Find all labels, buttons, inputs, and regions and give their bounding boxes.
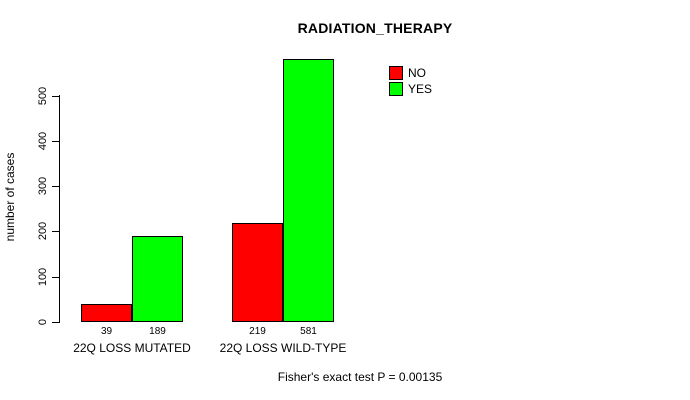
y-axis-tick-label: 0 [37,318,49,326]
legend-item: YES [389,81,432,97]
bar-no-group1 [81,304,132,322]
legend: NO YES [389,65,432,97]
y-axis-tick-label: 400 [37,131,49,151]
y-axis-tick [52,141,59,142]
y-axis-tick-label: 300 [37,176,49,196]
legend-label: YES [408,82,433,96]
y-axis-tick [52,277,59,278]
y-axis-tick [52,96,59,97]
y-axis-tick-label: 500 [37,86,49,106]
annotation-text: Fisher's exact test P = 0.00135 [277,370,443,384]
legend-item: NO [389,65,432,81]
category-label: 22Q LOSS MUTATED [73,341,191,355]
bar-no-group2 [232,223,283,322]
y-axis-tick-label: 200 [37,221,49,241]
y-axis-tick [52,231,59,232]
bar-value-label: 219 [249,326,266,337]
bar-value-label: 189 [149,326,166,337]
chart-title: RADIATION_THERAPY [297,20,453,36]
bar-value-label: 581 [300,326,317,337]
legend-swatch-no [389,66,403,80]
legend-label: NO [408,66,426,80]
y-axis-line [59,95,60,323]
bar-yes-group1 [132,236,183,322]
legend-swatch-yes [389,82,403,96]
bar-yes-group2 [283,59,334,322]
y-axis-tick [52,186,59,187]
bar-value-label: 39 [100,326,113,337]
category-label: 22Q LOSS WILD-TYPE [219,341,347,355]
y-axis-title: number of cases [3,152,17,242]
y-axis-tick [52,322,59,323]
y-axis-tick-label: 100 [37,267,49,287]
